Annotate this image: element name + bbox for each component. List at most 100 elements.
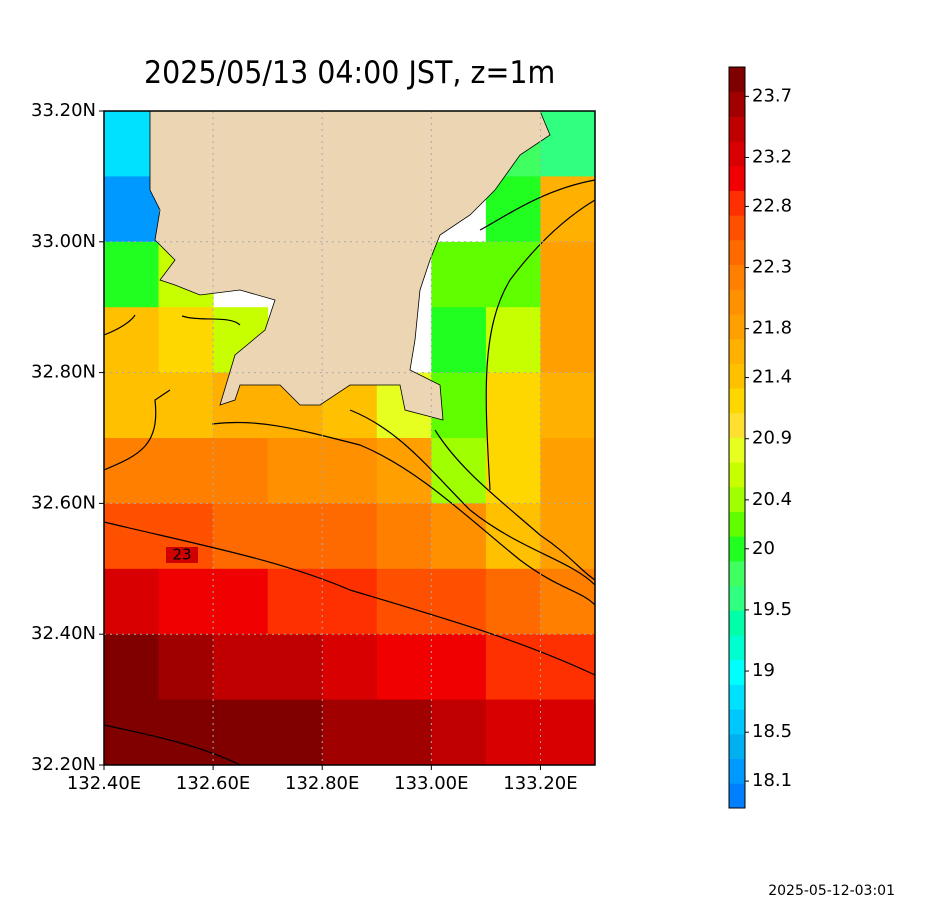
colorbar-bin: [729, 190, 745, 216]
cell: [540, 241, 596, 308]
contour-label: 23: [172, 546, 191, 564]
colorbar-bin: [729, 264, 745, 290]
cell: [267, 699, 323, 766]
colorbar-tick-label: 23.7: [752, 85, 792, 106]
cell: [104, 372, 160, 439]
data-grid: [104, 111, 596, 766]
colorbar-bin: [729, 462, 745, 488]
colorbar-bin: [729, 635, 745, 661]
colorbar-bin: [729, 215, 745, 241]
cell: [485, 699, 541, 766]
cell: [540, 372, 596, 439]
cell: [267, 634, 323, 701]
cell: [322, 503, 378, 570]
cell: [158, 699, 214, 766]
colorbar-tick-label: 20: [752, 538, 775, 559]
x-tick-label: 133.20E: [503, 773, 577, 794]
colorbar-bin: [729, 165, 745, 191]
colorbar-bin: [729, 684, 745, 710]
cell: [104, 307, 160, 374]
cell: [540, 176, 596, 243]
cell: [485, 307, 541, 374]
cell: [267, 568, 323, 635]
cell: [376, 503, 432, 570]
colorbar-bin: [729, 239, 745, 265]
x-tick-label: 132.60E: [176, 773, 250, 794]
cell: [540, 503, 596, 570]
cell: [158, 438, 214, 504]
cell: [431, 241, 487, 308]
colorbar-bin: [729, 91, 745, 117]
colorbar-tick-label: 22.3: [752, 257, 792, 278]
cell: [267, 438, 323, 504]
plot-frame: [103, 110, 596, 766]
colorbar: 18.1 18.5 19 19.5 20 20.4 20.9 21.4 21.8 22.3 22.8…: [728, 66, 792, 809]
cell: [213, 568, 269, 635]
cell: [104, 568, 160, 635]
colorbar-bin: [729, 412, 745, 438]
cell: [540, 438, 596, 504]
colorbar-frame: [728, 66, 746, 809]
colorbar-bin: [729, 783, 745, 809]
y-tick-label: 32.40N: [31, 623, 96, 644]
colorbar-bin: [729, 388, 745, 414]
colorbar-bin: [729, 363, 745, 389]
cell: [104, 503, 160, 570]
cell: [158, 568, 214, 635]
cell: [213, 503, 269, 570]
cell: [158, 372, 214, 439]
colorbar-bin: [729, 67, 745, 93]
cell: [485, 634, 541, 701]
cell: [322, 438, 378, 504]
x-tick-label: 132.40E: [67, 773, 141, 794]
x-tick-label: 132.80E: [285, 773, 359, 794]
colorbar-bin: [729, 585, 745, 611]
cell: [104, 438, 160, 504]
y-tick-label: 33.00N: [31, 231, 96, 252]
colorbar-bin: [729, 141, 745, 167]
cell: [213, 699, 269, 766]
colorbar-bin: [729, 314, 745, 340]
colorbar-tick-label: 18.1: [752, 770, 792, 791]
cell: [322, 568, 378, 635]
chart-title: 2025/05/13 04:00 JST, z=1m: [144, 55, 555, 91]
cell: [540, 634, 596, 701]
colorbar-tick-label: 20.4: [752, 489, 792, 510]
cell: [376, 568, 432, 635]
colorbar-bin: [729, 709, 745, 735]
x-tick-label: 133.00E: [394, 773, 468, 794]
cell: [540, 699, 596, 766]
colorbar-tick-label: 19: [752, 660, 775, 681]
cell: [431, 438, 487, 504]
contour-label-bg: [166, 547, 198, 563]
y-tick-label: 33.20N: [31, 100, 96, 121]
colorbar-bin: [729, 511, 745, 537]
y-tick-label: 32.80N: [31, 362, 96, 383]
cell: [540, 307, 596, 374]
cell: [104, 699, 160, 766]
y-tick-label: 32.20N: [31, 754, 96, 775]
cell: [213, 438, 269, 504]
cell: [158, 307, 214, 374]
cell: [158, 634, 214, 701]
timestamp: 2025-05-12-03:01: [768, 883, 895, 899]
colorbar-bin: [729, 486, 745, 512]
colorbar-bin: [729, 659, 745, 685]
colorbar-tick-label: 21.4: [752, 367, 792, 388]
colorbar-bin: [729, 610, 745, 636]
cell: [485, 568, 541, 635]
cell: [431, 307, 487, 374]
colorbar-tick-label: 20.9: [752, 428, 792, 449]
cell: [322, 699, 378, 766]
colorbar-tick-label: 23.2: [752, 146, 792, 167]
cell: [322, 634, 378, 701]
land: [149, 110, 551, 421]
cell: [485, 372, 541, 439]
colorbar-tick-label: 22.8: [752, 195, 792, 216]
colorbar-bin: [729, 437, 745, 463]
colorbar-tick-label: 18.5: [752, 721, 792, 742]
cell: [431, 699, 487, 766]
colorbar-tick-label: 21.8: [752, 318, 792, 339]
colorbar-tick-label: 19.5: [752, 599, 792, 620]
